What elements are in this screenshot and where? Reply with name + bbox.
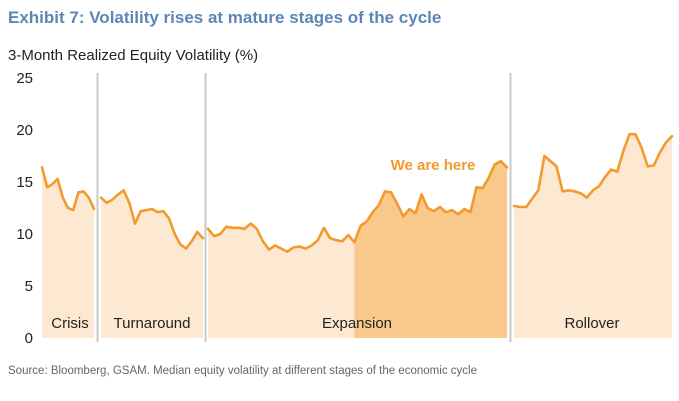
- series-line-expansion: [206, 159, 509, 253]
- y-axis-label: 3-Month Realized Equity Volatility (%): [8, 47, 259, 64]
- area-fill-rollover: [514, 134, 672, 338]
- stage-label-turnaround: Turnaround: [114, 315, 191, 332]
- series-lines: [40, 132, 674, 253]
- y-tick-label-0: 0: [25, 330, 33, 347]
- stage-dividers: [96, 73, 512, 342]
- series-line-crisis: [40, 166, 96, 212]
- series-line-turnaround: [99, 189, 205, 250]
- we-are-here-annotation: We are here: [391, 157, 476, 174]
- stage-labels: Crisis Turnaround Expansion Rollover: [51, 315, 619, 332]
- area-fills: [42, 134, 672, 338]
- area-fill-turnaround: [101, 190, 203, 338]
- chart-title: Exhibit 7: Volatility rises at mature st…: [8, 8, 442, 27]
- source-note: Source: Bloomberg, GSAM. Median equity v…: [8, 365, 477, 377]
- area-fill-crisis: [42, 167, 94, 338]
- highlight-area-expansion: [354, 161, 507, 338]
- y-tick-label-15: 15: [16, 174, 33, 191]
- y-tick-label-5: 5: [25, 278, 33, 295]
- y-tick-label-10: 10: [16, 226, 33, 243]
- stage-label-expansion: Expansion: [322, 315, 392, 332]
- y-tick-label-25: 25: [16, 70, 33, 87]
- stage-label-rollover: Rollover: [564, 315, 619, 332]
- y-tick-labels: 0 5 10 15 20 25: [16, 70, 33, 347]
- y-tick-label-20: 20: [16, 122, 33, 139]
- stage-label-crisis: Crisis: [51, 315, 89, 332]
- series-line-rollover: [512, 132, 674, 209]
